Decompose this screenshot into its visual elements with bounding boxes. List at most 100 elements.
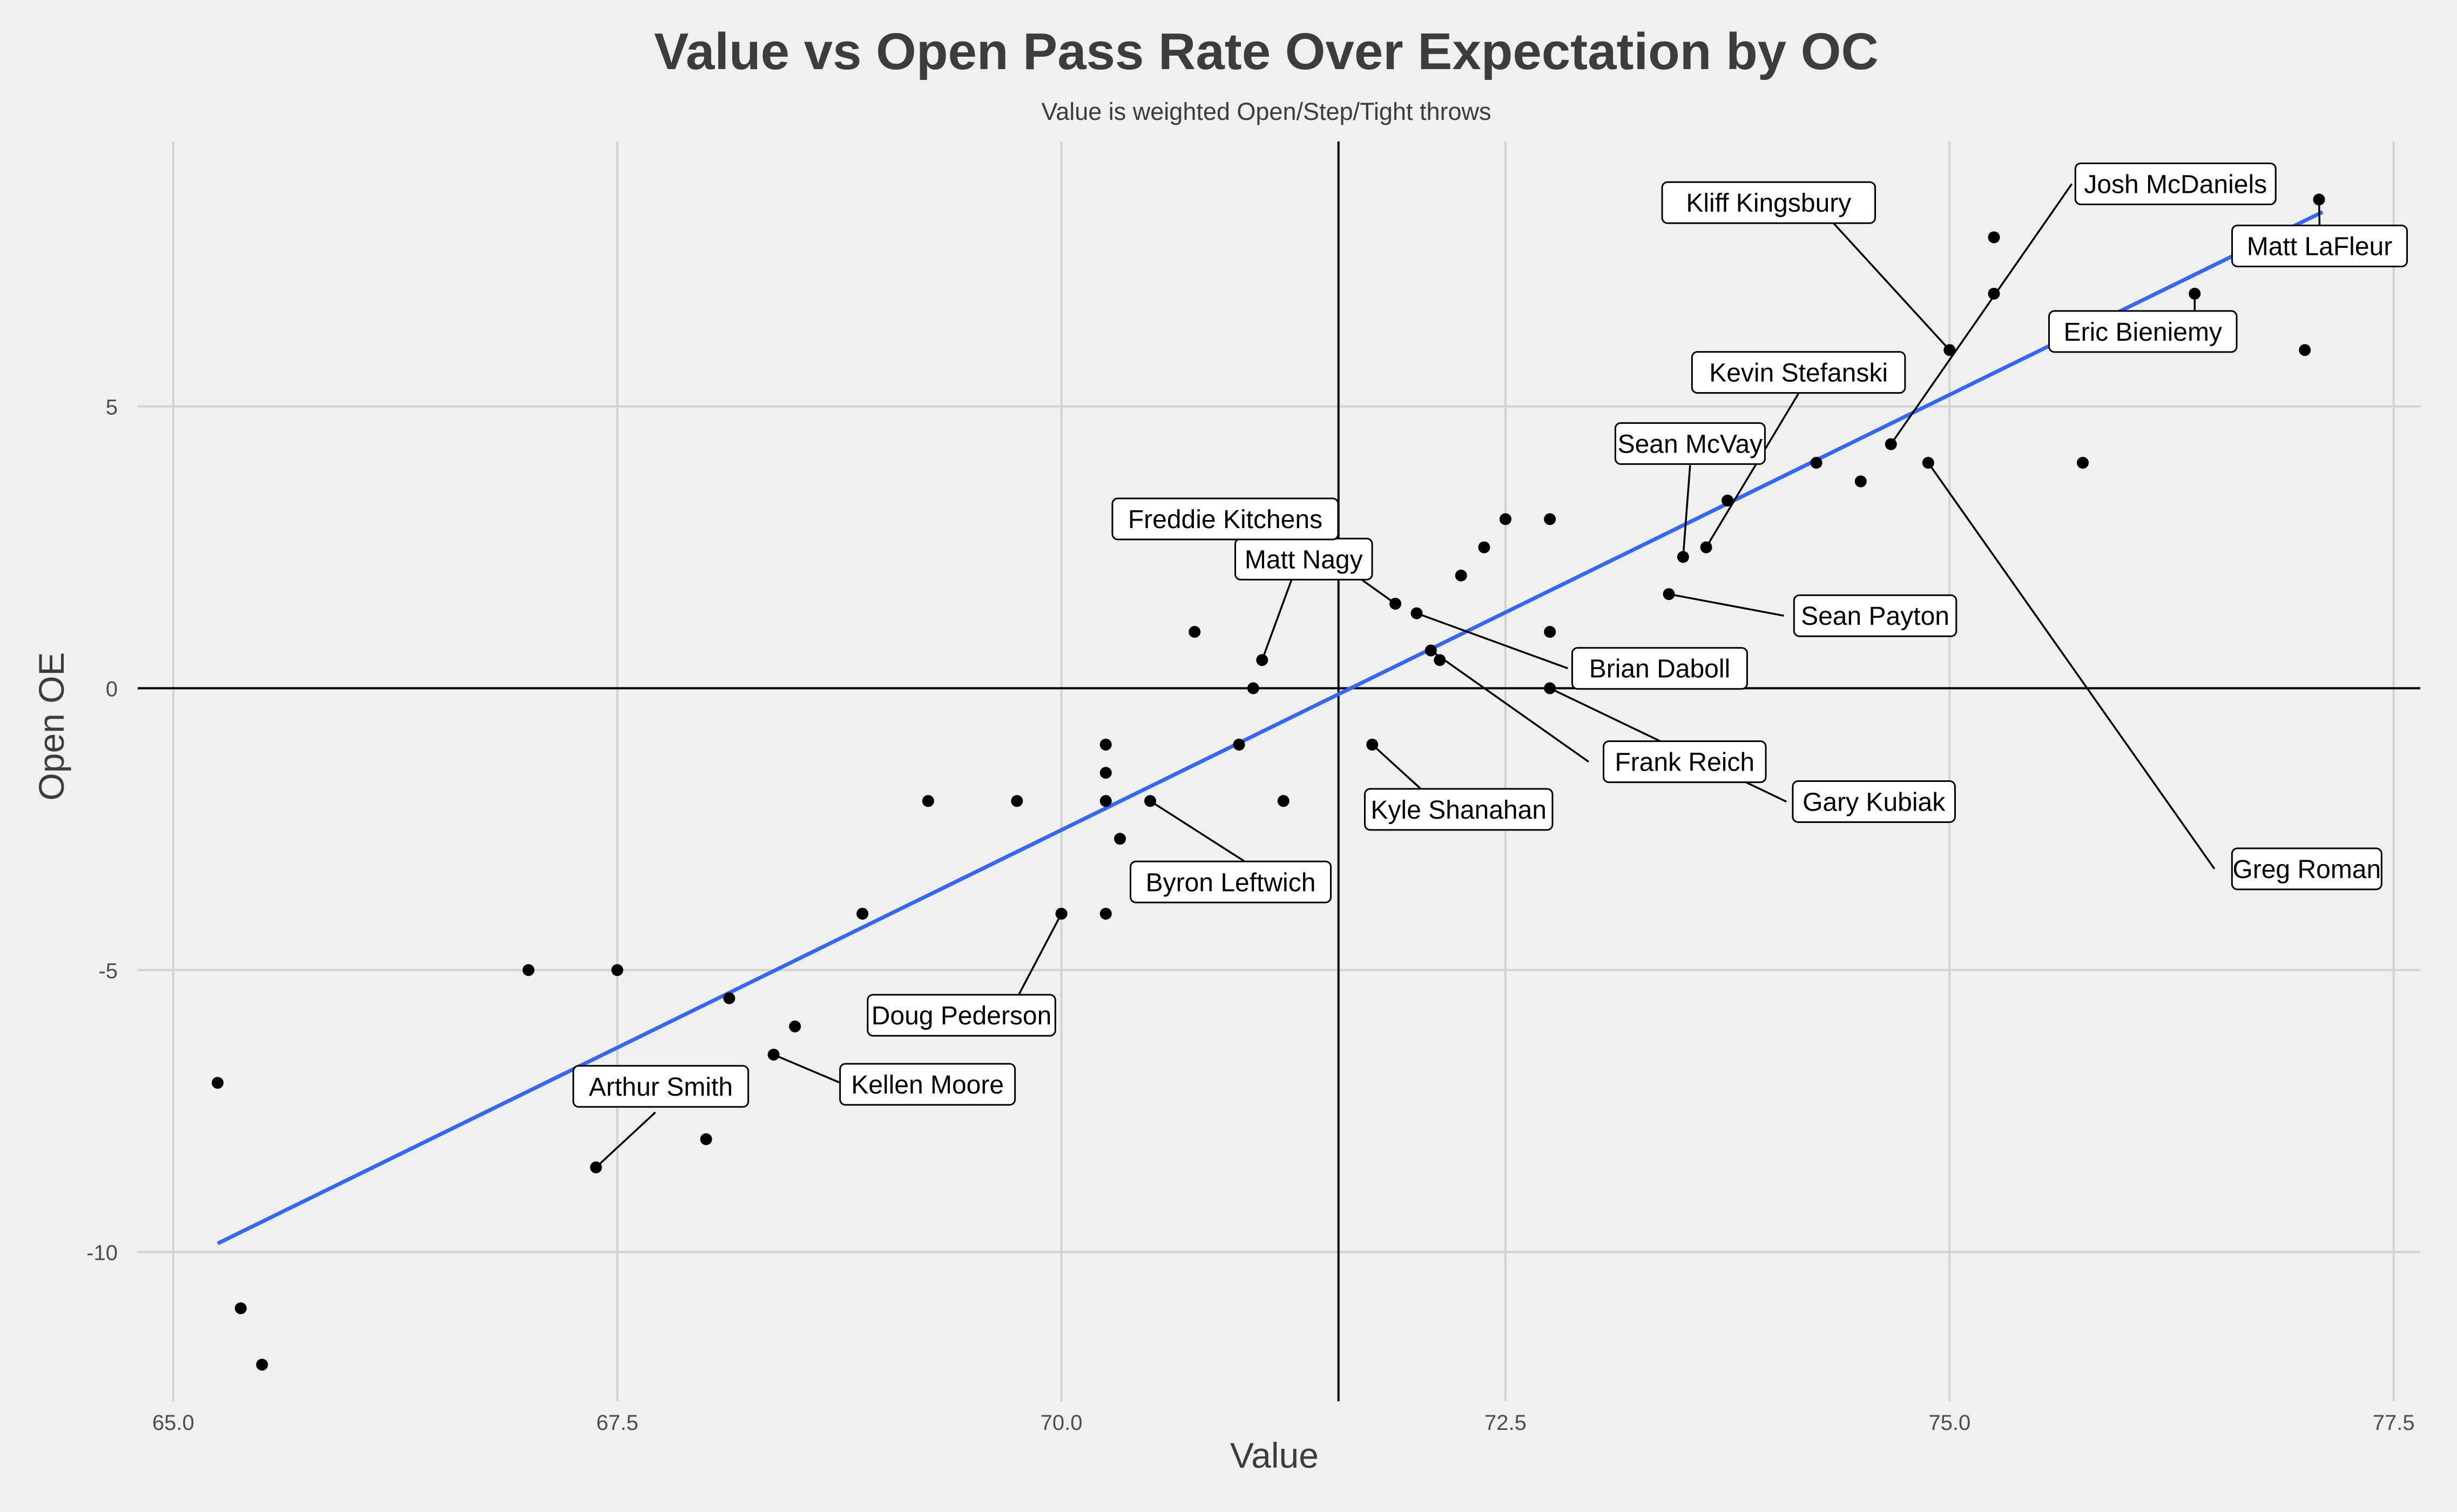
chart-title: Value vs Open Pass Rate Over Expectation… bbox=[654, 23, 1879, 80]
x-tick-label: 72.5 bbox=[1484, 1411, 1527, 1435]
data-point bbox=[611, 964, 624, 976]
point-label: Matt Nagy bbox=[1245, 545, 1363, 574]
label-leader bbox=[1150, 800, 1245, 862]
x-tick-label: 70.0 bbox=[1041, 1411, 1083, 1435]
chart-subtitle: Value is weighted Open/Step/Tight throws bbox=[1042, 98, 1491, 125]
label-box bbox=[1792, 780, 1956, 824]
data-point bbox=[1099, 908, 1112, 920]
y-tick-label: 5 bbox=[106, 396, 118, 420]
data-point bbox=[1544, 682, 1556, 694]
data-point bbox=[1114, 833, 1126, 845]
data-point bbox=[1099, 767, 1112, 779]
label-box bbox=[2074, 163, 2277, 206]
point-label: Sean Payton bbox=[1801, 602, 1949, 631]
label-leader bbox=[1017, 913, 1063, 996]
label-box bbox=[1661, 181, 1877, 224]
data-point bbox=[767, 1049, 780, 1061]
data-point bbox=[1233, 738, 1245, 751]
label-leader bbox=[1372, 744, 1422, 790]
data-points bbox=[212, 193, 2325, 1371]
y-axis-title: Open OE bbox=[31, 652, 71, 800]
label-leader bbox=[1927, 462, 2216, 870]
data-point bbox=[1943, 344, 1956, 356]
data-point bbox=[2299, 344, 2311, 356]
data-point bbox=[1434, 654, 1446, 666]
data-point bbox=[590, 1161, 602, 1173]
label-leader bbox=[1261, 578, 1293, 660]
data-point bbox=[1663, 588, 1675, 600]
data-point bbox=[1410, 607, 1423, 619]
x-axis-ticks: 65.0 67.5 70.0 72.5 75.0 77.5 bbox=[152, 1411, 2415, 1435]
label-box bbox=[839, 1063, 1016, 1106]
data-point bbox=[1277, 795, 1290, 807]
label-box bbox=[2231, 225, 2408, 268]
label-leader bbox=[1705, 393, 1800, 548]
data-point bbox=[522, 964, 535, 976]
trend-line-group bbox=[217, 210, 2324, 1245]
y-axis-ticks: -10 -5 0 5 bbox=[86, 396, 118, 1265]
data-point bbox=[1144, 795, 1157, 807]
x-tick-label: 75.0 bbox=[1928, 1411, 1970, 1435]
data-point bbox=[1885, 438, 1897, 450]
data-point bbox=[1055, 908, 1068, 920]
trend-line bbox=[217, 210, 2324, 1245]
data-point bbox=[1425, 644, 1437, 657]
data-point bbox=[1247, 682, 1259, 694]
reference-lines bbox=[138, 141, 2420, 1401]
y-tick-label: 0 bbox=[106, 678, 118, 701]
x-tick-label: 67.5 bbox=[596, 1411, 638, 1435]
point-label: Byron Leftwich bbox=[1146, 868, 1316, 897]
data-point bbox=[1854, 475, 1867, 488]
data-point bbox=[1366, 738, 1379, 751]
label-box bbox=[867, 994, 1056, 1037]
label-leader bbox=[1682, 465, 1691, 557]
label-leader bbox=[1416, 612, 1569, 670]
data-point bbox=[2076, 456, 2089, 469]
point-label: Doug Pederson bbox=[872, 1002, 1052, 1030]
data-point bbox=[1544, 626, 1556, 638]
label-leader bbox=[1669, 593, 1784, 617]
label-box bbox=[2048, 310, 2238, 353]
y-tick-label: -10 bbox=[86, 1241, 118, 1265]
point-label: Kevin Stefanski bbox=[1709, 359, 1888, 388]
point-label: Josh McDaniels bbox=[2084, 171, 2267, 199]
data-point bbox=[1700, 541, 1712, 554]
label-leader bbox=[595, 1111, 656, 1169]
point-label: Kyle Shanahan bbox=[1371, 796, 1547, 825]
y-tick-label: -5 bbox=[98, 959, 118, 983]
point-label: Sean McVay bbox=[1618, 430, 1763, 458]
data-point bbox=[2313, 193, 2325, 206]
data-point bbox=[1988, 287, 2000, 300]
x-axis-title: Value bbox=[1230, 1435, 1319, 1475]
data-point bbox=[2189, 287, 2201, 300]
point-label: Kellen Moore bbox=[851, 1071, 1004, 1099]
label-box bbox=[1603, 740, 1767, 784]
point-label: Kliff Kingsbury bbox=[1686, 189, 1851, 218]
data-point bbox=[256, 1359, 268, 1371]
data-point bbox=[1722, 494, 1734, 507]
point-label: Frank Reich bbox=[1615, 748, 1754, 777]
x-tick-label: 77.5 bbox=[2373, 1411, 2415, 1435]
data-point bbox=[234, 1302, 247, 1314]
point-label: Arthur Smith bbox=[589, 1073, 733, 1102]
data-point bbox=[1544, 513, 1556, 525]
point-label: Gary Kubiak bbox=[1803, 788, 1946, 817]
data-point bbox=[700, 1133, 712, 1145]
label-leader bbox=[1430, 650, 1589, 763]
data-point bbox=[789, 1020, 801, 1032]
data-point bbox=[1478, 541, 1490, 554]
data-point bbox=[723, 992, 735, 1004]
label-box bbox=[1364, 788, 1554, 831]
data-point bbox=[1810, 456, 1823, 469]
point-labels: Arthur Smith Kellen Moore Doug Pederson Byr… bbox=[572, 163, 2408, 1108]
label-box bbox=[572, 1065, 750, 1108]
point-label: Greg Roman bbox=[2232, 855, 2381, 884]
data-point bbox=[1256, 654, 1268, 666]
data-point bbox=[1677, 551, 1689, 563]
label-leader bbox=[1832, 222, 1950, 351]
point-label: Eric Bieniemy bbox=[2064, 318, 2222, 347]
data-point bbox=[1189, 626, 1201, 638]
data-point bbox=[856, 908, 869, 920]
data-point bbox=[1389, 597, 1401, 610]
